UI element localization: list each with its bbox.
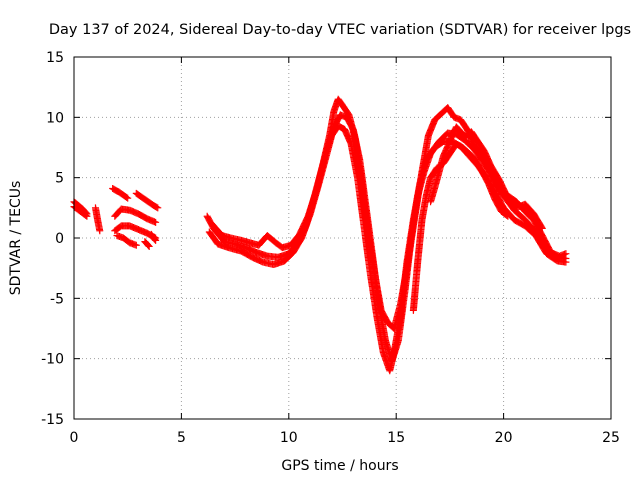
data-point [96, 227, 104, 235]
chart-title: Day 137 of 2024, Sidereal Day-to-day VTE… [49, 22, 631, 38]
series-arc6 [113, 232, 140, 249]
x-axis-label: GPS time / hours [281, 458, 398, 474]
data-point [153, 203, 161, 211]
data-point [504, 212, 512, 220]
x-axis-ticks: 0 5 10 15 20 25 [70, 57, 620, 446]
y-axis-ticks: -15 -10 -5 0 5 10 15 [41, 50, 611, 428]
series-arc8 [147, 230, 160, 244]
x-tick-label: 20 [495, 430, 513, 446]
series-arc1 [70, 198, 91, 220]
y-tick-label: -15 [41, 412, 64, 428]
data-point [503, 211, 511, 219]
series-trace_extra [427, 123, 546, 232]
series-arc2 [91, 204, 104, 235]
data-point [83, 212, 91, 220]
series-arc7 [132, 189, 162, 212]
data-points [70, 95, 570, 375]
x-tick-label: 25 [602, 430, 620, 446]
data-point [538, 223, 546, 231]
x-tick-label: 15 [387, 430, 405, 446]
data-point [154, 204, 162, 212]
x-tick-label: 5 [177, 430, 186, 446]
y-tick-label: 0 [55, 231, 64, 247]
data-point [145, 242, 153, 250]
y-axis-label: SDTVAR / TECUs [8, 181, 24, 296]
x-tick-label: 10 [280, 430, 298, 446]
data-point [123, 193, 131, 201]
data-point [132, 241, 140, 249]
y-tick-label: 15 [46, 50, 64, 66]
data-point [150, 235, 158, 243]
y-tick-label: 10 [46, 110, 64, 126]
series-arc4 [111, 205, 160, 226]
x-tick-label: 0 [70, 430, 79, 446]
y-tick-label: -5 [50, 291, 64, 307]
data-point [538, 224, 546, 232]
data-point [562, 250, 570, 258]
series-arc3 [109, 185, 132, 202]
series-arc9 [141, 238, 153, 250]
data-point [152, 236, 160, 244]
y-tick-label: -10 [41, 352, 64, 368]
series-trace_mid [409, 140, 512, 314]
data-point [562, 258, 570, 266]
data-point [124, 194, 132, 202]
data-point [144, 241, 152, 249]
data-point [152, 218, 160, 226]
data-point [151, 236, 159, 244]
y-tick-label: 5 [55, 171, 64, 187]
data-point [82, 211, 90, 219]
